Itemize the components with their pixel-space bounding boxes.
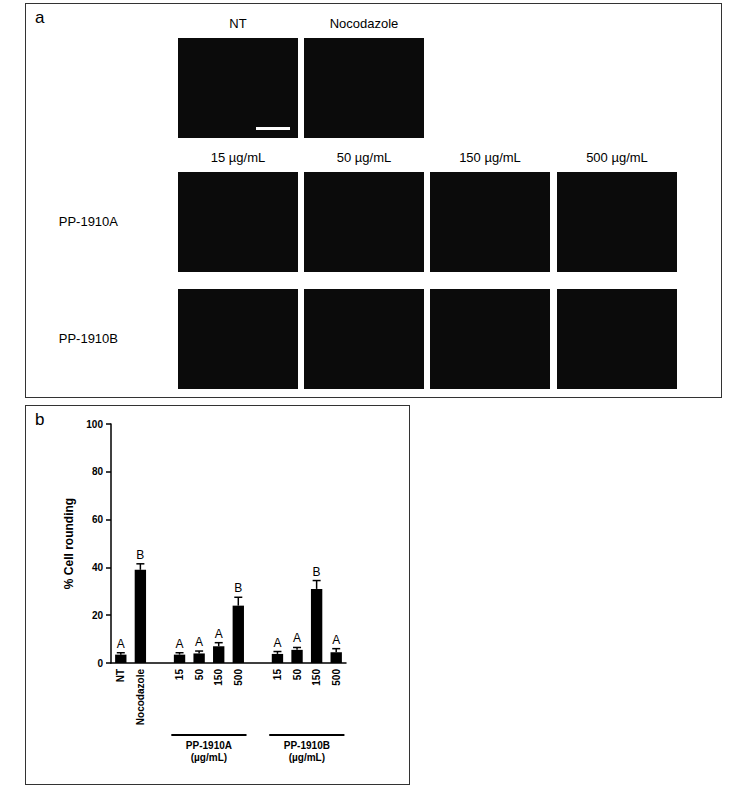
svg-text:B: B bbox=[313, 565, 321, 579]
svg-text:NT: NT bbox=[115, 669, 126, 682]
svg-text:500: 500 bbox=[331, 669, 342, 686]
svg-text:A: A bbox=[293, 631, 301, 645]
svg-text:15: 15 bbox=[174, 669, 185, 681]
svg-text:Nocodazole: Nocodazole bbox=[135, 669, 146, 726]
svg-text:A: A bbox=[215, 627, 223, 641]
svg-text:PP-1910B: PP-1910B bbox=[284, 740, 330, 751]
html-text:NT: NT bbox=[229, 16, 247, 31]
svg-text:A: A bbox=[117, 637, 125, 651]
svg-text:15: 15 bbox=[272, 669, 283, 681]
svg-text:40: 40 bbox=[92, 562, 104, 573]
html-text:50 µg/mL: 50 µg/mL bbox=[336, 150, 392, 165]
html-text:PP-1910A: PP-1910A bbox=[58, 214, 118, 229]
html-text:Nocodazole: Nocodazole bbox=[329, 16, 399, 31]
svg-text:20: 20 bbox=[92, 610, 104, 621]
svg-text:A: A bbox=[273, 636, 281, 650]
svg-text:B: B bbox=[234, 581, 242, 595]
html-text:PP-1910B: PP-1910B bbox=[58, 331, 118, 346]
svg-text:0: 0 bbox=[97, 658, 103, 669]
svg-text:% Cell rounding: % Cell rounding bbox=[62, 498, 76, 589]
svg-text:B: B bbox=[136, 548, 144, 562]
html-text:a: a bbox=[35, 8, 45, 27]
svg-text:500: 500 bbox=[233, 669, 244, 686]
svg-text:PP-1910A: PP-1910A bbox=[186, 740, 232, 751]
html-text:b: b bbox=[35, 410, 45, 429]
html-text:500 µg/mL: 500 µg/mL bbox=[586, 150, 648, 165]
svg-text:80: 80 bbox=[92, 466, 104, 477]
html-text:150 µg/mL: 150 µg/mL bbox=[459, 150, 521, 165]
svg-text:A: A bbox=[176, 637, 184, 651]
html-text:15 µg/mL: 15 µg/mL bbox=[210, 150, 266, 165]
svg-text:50: 50 bbox=[194, 669, 205, 681]
svg-text:A: A bbox=[332, 633, 340, 647]
svg-text:150: 150 bbox=[213, 669, 224, 686]
svg-text:A: A bbox=[195, 635, 203, 649]
svg-text:60: 60 bbox=[92, 514, 104, 525]
svg-text:100: 100 bbox=[86, 419, 103, 430]
svg-text:50: 50 bbox=[292, 669, 303, 681]
svg-text:(µg/mL): (µg/mL) bbox=[191, 752, 227, 763]
svg-text:(µg/mL): (µg/mL) bbox=[289, 752, 325, 763]
svg-text:150: 150 bbox=[311, 669, 322, 686]
